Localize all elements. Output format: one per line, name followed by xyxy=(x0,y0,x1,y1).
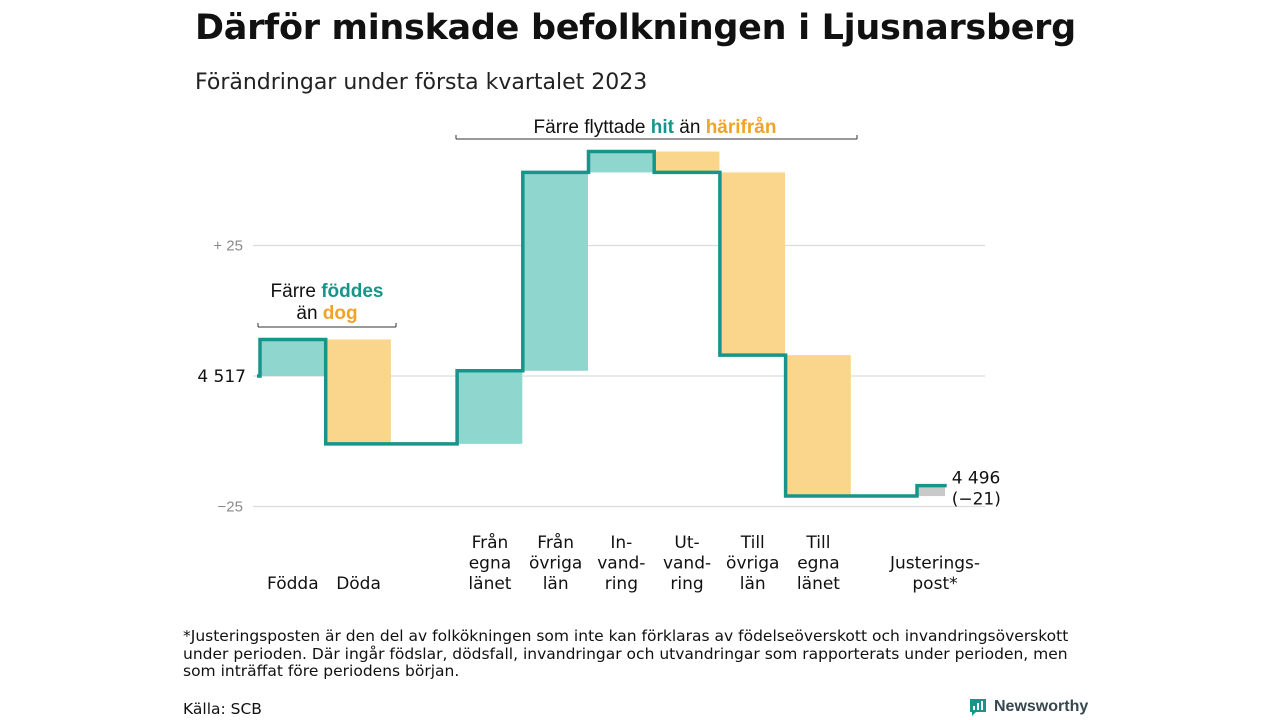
waterfall-bar xyxy=(654,151,720,173)
category-label: Från xyxy=(472,532,509,553)
annotation-text-part: än xyxy=(674,117,706,138)
category-label: Döda xyxy=(336,574,381,594)
chart-subtitle: Förändringar under första kvartalet 2023 xyxy=(195,70,648,95)
annotation-text-part: Färre flyttade xyxy=(534,117,651,138)
brand-name: Newsworthy xyxy=(994,698,1089,715)
category-label: In- xyxy=(610,533,632,553)
newsworthy-logo-icon xyxy=(970,699,986,716)
category-label: län xyxy=(740,574,766,594)
category-label: vand- xyxy=(663,554,711,574)
category-label: egna xyxy=(797,554,839,574)
category-label: övriga xyxy=(726,554,779,574)
annotation-text: än dog xyxy=(296,303,357,324)
waterfall-bar xyxy=(720,172,786,356)
waterfall-bar xyxy=(523,172,588,371)
y-tick-label: + 25 xyxy=(213,238,243,255)
category-label: vand- xyxy=(597,554,645,574)
annotation-text: Färre flyttade hit än härifrån xyxy=(534,117,777,138)
annotation-text-part: härifrån xyxy=(706,117,777,138)
annotation-text-part: Färre xyxy=(271,281,322,302)
cumulative-step-line xyxy=(257,149,947,498)
waterfall-bar xyxy=(326,339,391,444)
category-label: Till xyxy=(740,533,765,553)
waterfall-bar xyxy=(917,485,945,497)
annotation-text: Färre föddes xyxy=(271,281,384,302)
category-label: länet xyxy=(797,574,840,594)
category-label: länet xyxy=(468,574,511,594)
footnote: *Justeringsposten är den del av folkökni… xyxy=(183,627,1069,680)
annotation-text-part: dog xyxy=(323,303,358,324)
annotation-text-part: föddes xyxy=(321,281,383,302)
category-label: ring xyxy=(670,574,703,594)
category-label: Ut- xyxy=(674,533,699,553)
source-note: Källa: SCB xyxy=(183,700,262,718)
category-label: Födda xyxy=(267,574,319,594)
category-label: övriga xyxy=(529,554,582,574)
y-tick-label: −25 xyxy=(218,499,243,516)
annotation-text-part: än xyxy=(296,303,322,324)
category-label: egna xyxy=(469,554,511,574)
category-label: post* xyxy=(912,574,957,594)
chart-title: Därför minskade befolkningen i Ljusnarsb… xyxy=(195,8,1076,48)
brand-logo: Newsworthy xyxy=(968,697,1088,717)
category-label: Justerings- xyxy=(889,554,980,574)
annotation-text-part: hit xyxy=(651,117,675,138)
category-label: ring xyxy=(605,574,638,594)
waterfall-bar xyxy=(457,370,523,444)
end-change-label: (−21) xyxy=(952,490,1001,510)
end-value-label: 4 496 xyxy=(952,469,1001,489)
waterfall-bar xyxy=(260,339,326,376)
category-label: Från xyxy=(537,532,574,553)
category-label: Till xyxy=(805,533,830,553)
waterfall-bar xyxy=(589,151,654,173)
category-label: län xyxy=(543,574,569,594)
start-value-label: 4 517 xyxy=(197,367,246,387)
waterfall-bar xyxy=(786,355,851,497)
